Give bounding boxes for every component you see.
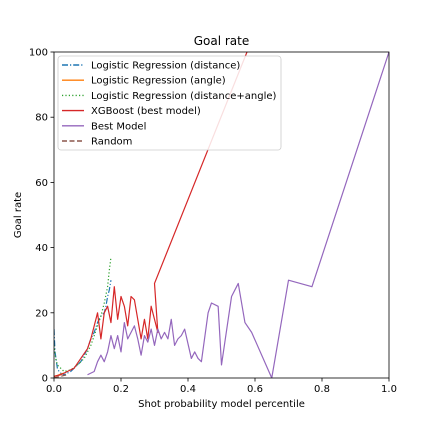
y-axis-label: Goal rate <box>13 192 24 238</box>
y-tick-label: 0 <box>42 374 48 385</box>
legend-entry: Logistic Regression (distance+angle) <box>62 91 276 102</box>
series-line-xgboost-best-model <box>54 52 248 377</box>
legend-label: Logistic Regression (distance+angle) <box>91 91 276 102</box>
legend-label: Best Model <box>91 121 146 132</box>
legend-label: XGBoost (best model) <box>91 106 201 117</box>
legend-label: Random <box>91 137 132 148</box>
y-axis-ticks: 0 20 40 60 80 100 <box>29 48 54 385</box>
x-tick-label: 0.4 <box>180 384 196 395</box>
legend-entry: XGBoost (best model) <box>62 106 201 117</box>
legend-entry: Best Model <box>62 121 146 132</box>
legend-entry: Logistic Regression (angle) <box>62 76 226 87</box>
series-layer <box>54 52 389 378</box>
chart-title: Goal rate <box>194 34 250 48</box>
x-tick-label: 0.8 <box>314 384 330 395</box>
y-tick-label: 80 <box>35 113 48 124</box>
y-tick-label: 40 <box>35 243 48 254</box>
series-line-best-model <box>87 52 389 378</box>
x-axis-ticks: 0.0 0.2 0.4 0.6 0.8 1.0 <box>46 378 397 395</box>
x-tick-label: 0.0 <box>46 384 62 395</box>
legend-entry: Logistic Regression (distance) <box>62 61 240 72</box>
legend-label: Logistic Regression (distance) <box>91 61 240 72</box>
legend: Logistic Regression (distance) Logistic R… <box>57 55 282 151</box>
legend-entry: Random <box>62 137 132 148</box>
x-axis-label: Shot probability model percentile <box>138 399 305 410</box>
x-tick-label: 1.0 <box>381 384 397 395</box>
y-tick-label: 60 <box>35 178 48 189</box>
x-tick-label: 0.2 <box>113 384 129 395</box>
x-tick-label: 0.6 <box>247 384 263 395</box>
legend-box <box>57 55 282 151</box>
plot-frame <box>53 51 390 379</box>
legend-items: Logistic Regression (distance) Logistic R… <box>62 61 276 148</box>
y-tick-label: 100 <box>29 48 48 59</box>
y-tick-label: 20 <box>35 308 48 319</box>
series-line-random <box>54 374 68 378</box>
legend-label: Logistic Regression (angle) <box>91 76 226 87</box>
